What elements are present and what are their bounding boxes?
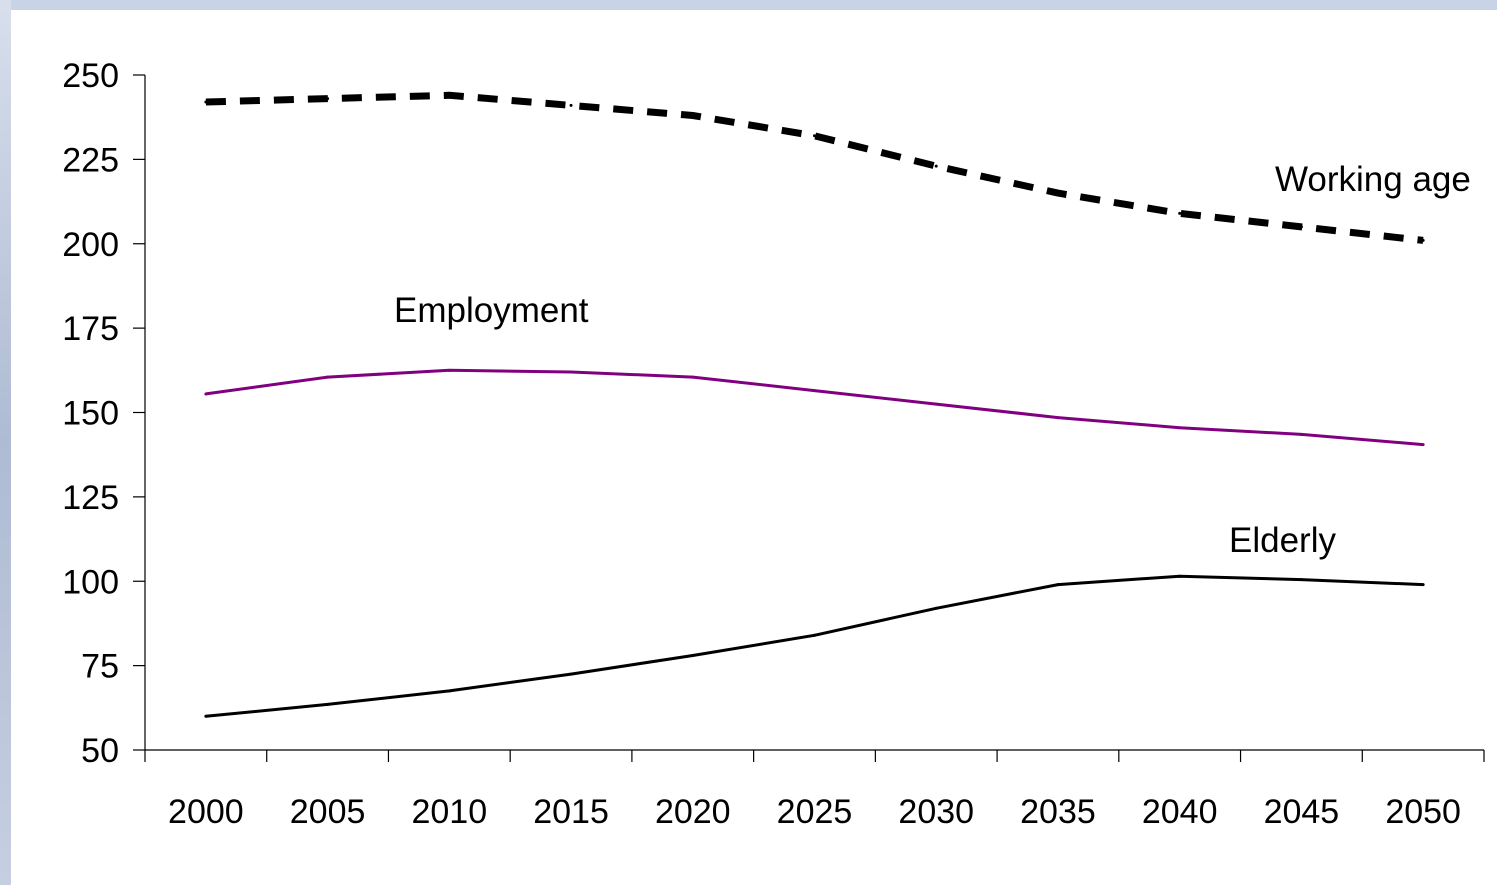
data-point-working-age	[204, 100, 208, 104]
y-tick-label: 50	[81, 732, 119, 770]
data-point-working-age	[1178, 211, 1182, 215]
data-point-elderly	[934, 606, 938, 610]
x-tick-label: 2005	[290, 793, 366, 831]
series-label-employment: Employment	[394, 291, 589, 330]
series-lines	[204, 91, 1425, 718]
data-point-working-age	[1056, 191, 1060, 195]
x-tick-label: 2050	[1385, 793, 1461, 831]
y-tick-label: 150	[62, 395, 119, 433]
data-point-elderly	[569, 672, 573, 676]
data-point-elderly	[691, 654, 695, 657]
data-point-employment	[1421, 443, 1425, 447]
series-labels: Working age Employment Elderly	[394, 160, 1471, 560]
data-point-working-age	[691, 114, 695, 117]
data-point-employment	[691, 375, 695, 379]
series-line-elderly	[205, 574, 1424, 718]
y-axis-ticks: 50 75 100 125 150 175 200 225 250	[62, 57, 145, 770]
data-point-elderly	[447, 689, 451, 693]
y-tick-label: 75	[81, 648, 119, 686]
data-point-employment	[1178, 426, 1182, 430]
data-point-employment	[1056, 416, 1060, 420]
series-label-working-age: Working age	[1275, 160, 1471, 199]
x-tick-label: 2025	[777, 793, 853, 831]
data-point-employment	[934, 402, 938, 406]
series-label-elderly: Elderly	[1229, 521, 1336, 560]
data-point-elderly	[204, 714, 208, 718]
data-point-working-age	[1299, 225, 1303, 229]
data-point-employment	[326, 375, 330, 379]
data-point-employment	[569, 370, 573, 374]
slide-background-edge	[0, 0, 11, 885]
y-tick-label: 100	[62, 563, 119, 601]
x-tick-label: 2010	[411, 793, 487, 831]
data-point-elderly	[326, 702, 330, 706]
data-point-elderly	[1178, 574, 1182, 578]
y-tick-label: 200	[62, 226, 119, 264]
data-point-working-age	[813, 134, 816, 138]
x-axis-ticks: 2000 2005 2010 2015 2020 2025 2030 2035 2040 2045…	[144, 750, 1485, 831]
data-point-working-age	[1421, 238, 1425, 242]
data-point-working-age	[569, 103, 573, 107]
y-tick-label: 175	[62, 310, 119, 348]
data-point-working-age	[934, 164, 938, 168]
x-tick-label: 2045	[1264, 793, 1340, 831]
y-tick-label: 225	[62, 141, 119, 179]
x-tick-label: 2035	[1020, 793, 1096, 831]
x-tick-label: 2040	[1142, 793, 1218, 831]
data-point-elderly	[1421, 583, 1425, 587]
x-tick-label: 2020	[655, 793, 731, 831]
data-point-employment	[813, 389, 816, 393]
series-line-employment	[205, 368, 1424, 447]
data-point-employment	[1299, 432, 1303, 436]
x-tick-label: 2030	[898, 793, 974, 831]
x-tick-label: 2000	[168, 793, 244, 831]
data-point-employment	[204, 392, 208, 396]
data-point-working-age	[447, 93, 451, 97]
data-point-elderly	[813, 633, 816, 637]
chart-frame	[11, 10, 1497, 885]
data-point-employment	[447, 368, 451, 372]
y-tick-label: 250	[62, 57, 119, 95]
data-point-working-age	[326, 97, 330, 101]
series-line-working-age	[205, 91, 1424, 244]
data-point-elderly	[1299, 578, 1303, 582]
data-point-elderly	[1056, 583, 1060, 587]
y-tick-label: 125	[62, 479, 119, 517]
x-tick-label: 2015	[533, 793, 609, 831]
